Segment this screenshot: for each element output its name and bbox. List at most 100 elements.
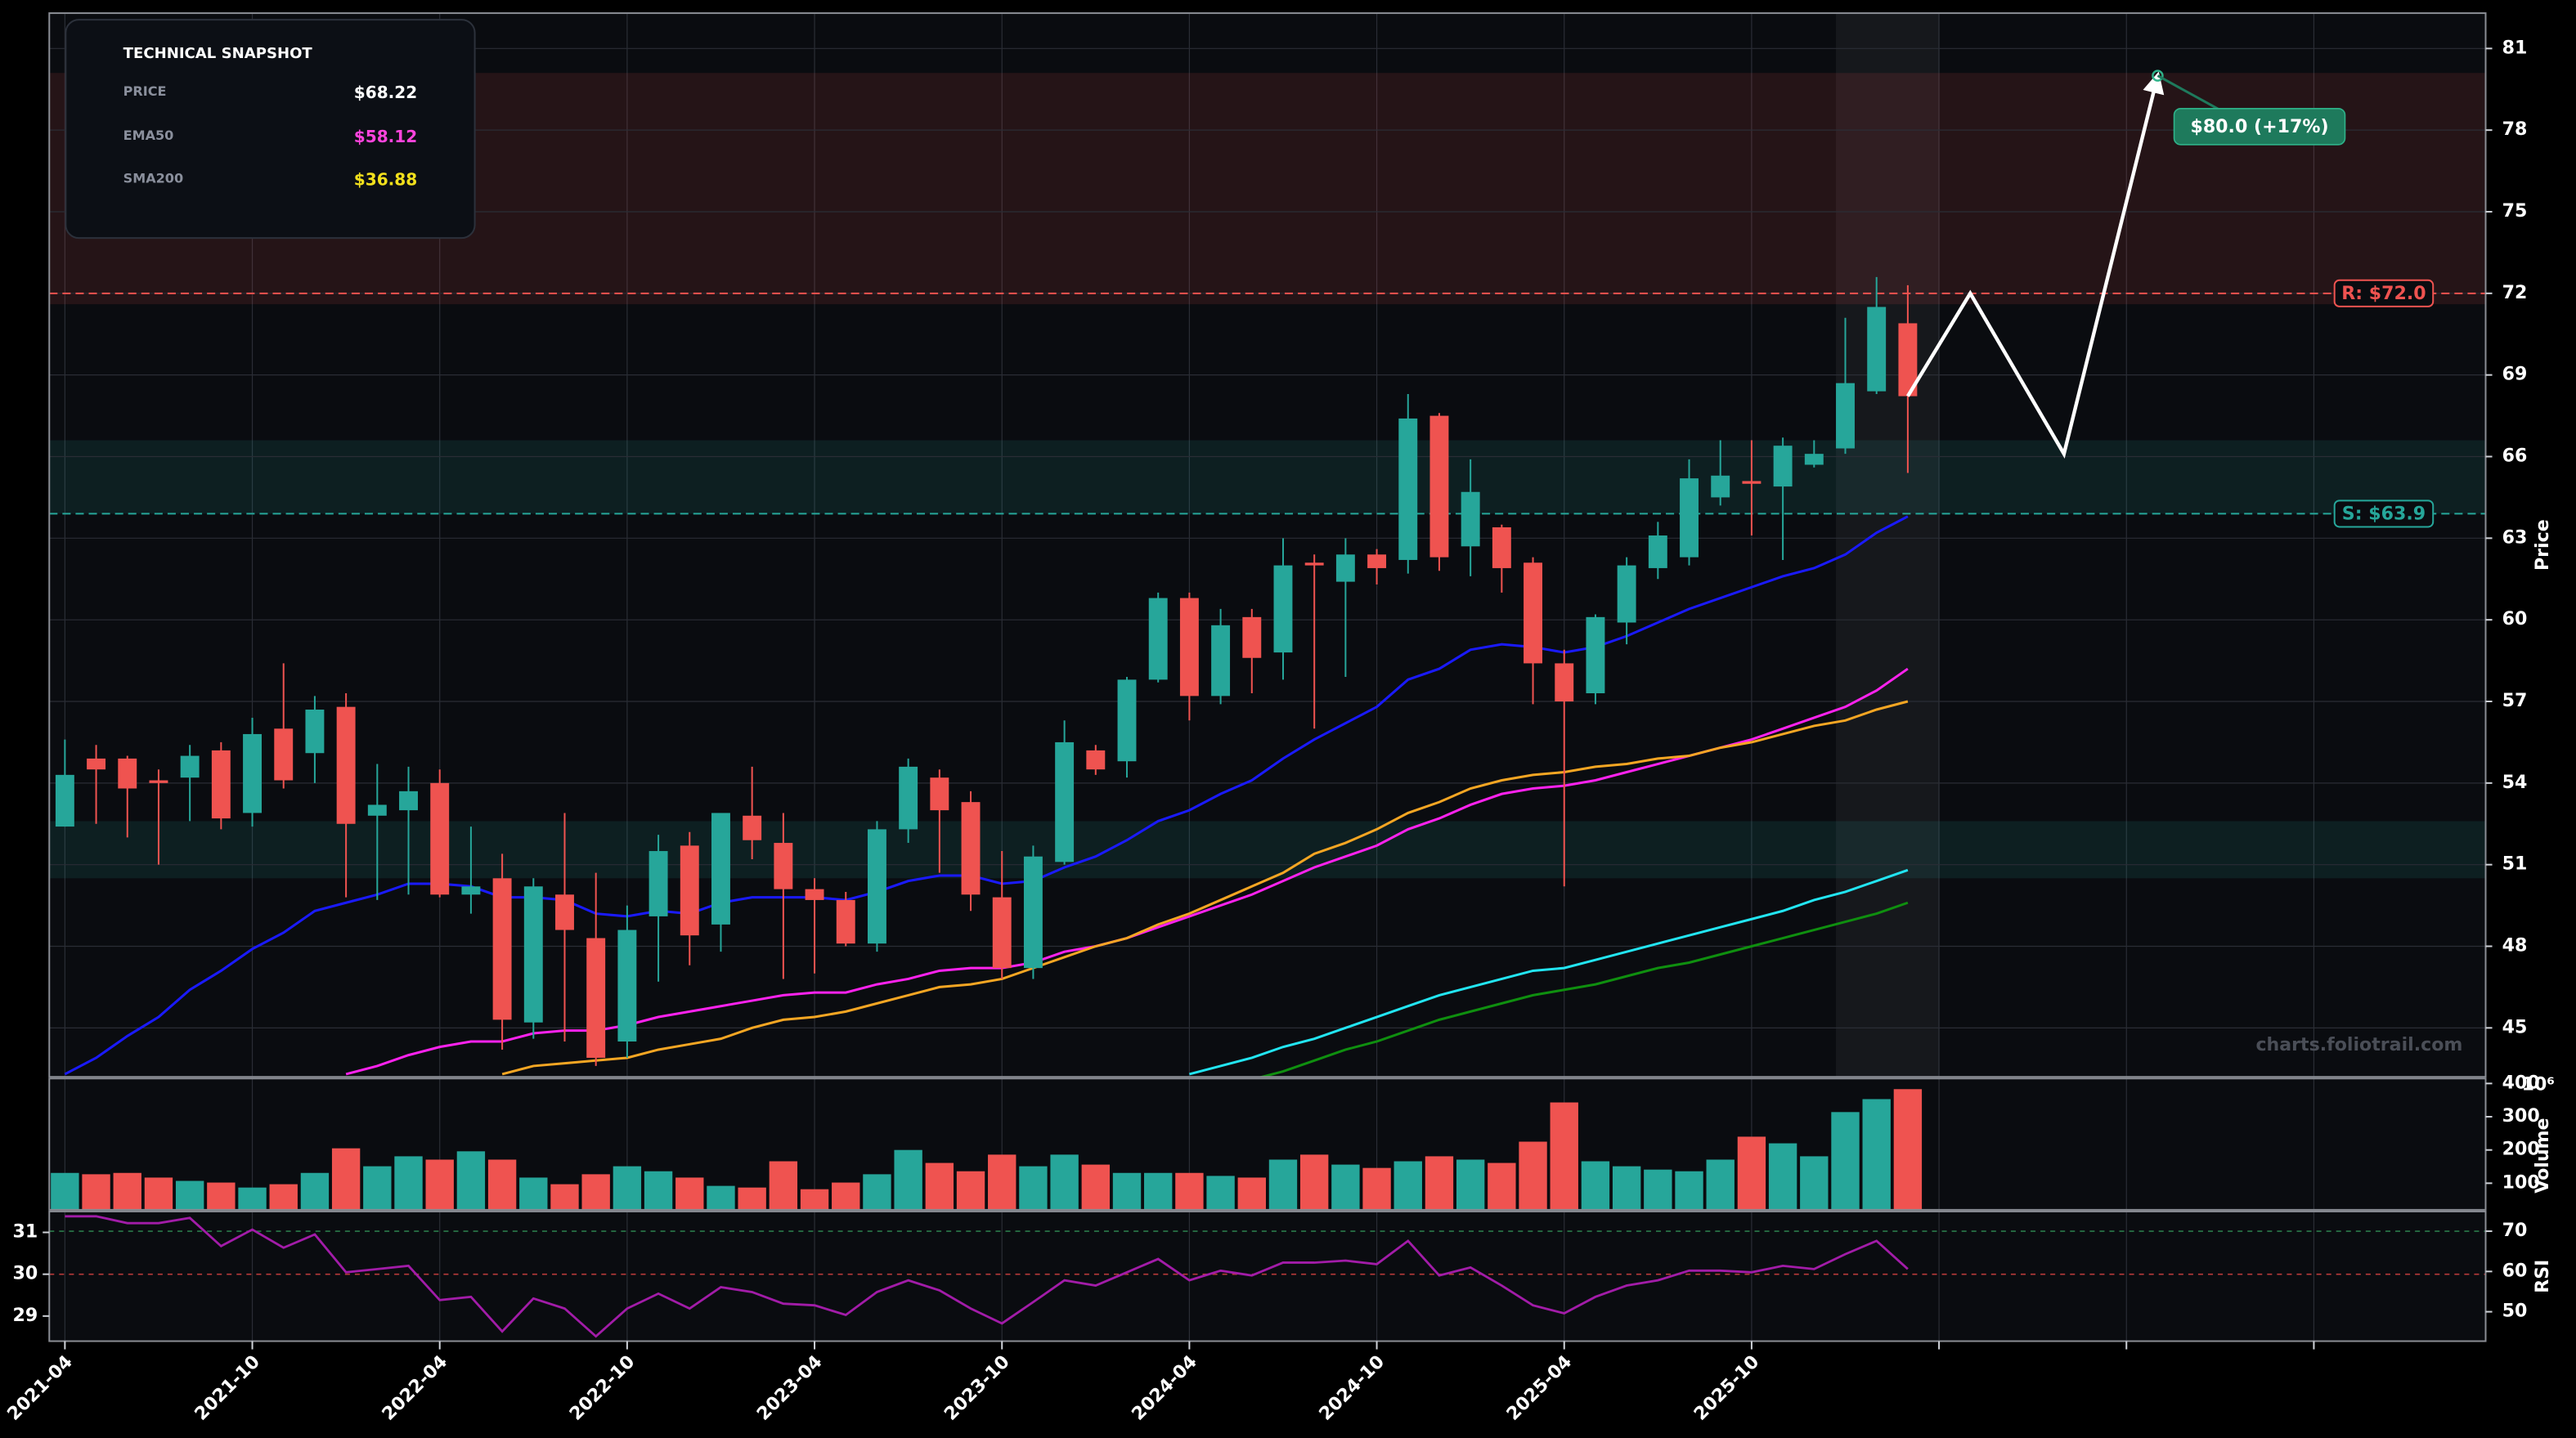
indicator-line [1257,901,1909,1077]
volume-bar [1644,1169,1672,1210]
candle-body [1492,527,1511,568]
volume-bar [675,1177,704,1210]
volume-bar [1425,1156,1454,1210]
target-point [2152,69,2164,82]
candle-body [617,930,637,1042]
candle-body [430,782,450,895]
volume-bar [1519,1141,1547,1210]
volume-bar [1175,1172,1204,1210]
candle-body [743,815,762,840]
y2-tick-label: 50 [2502,1301,2528,1322]
candle-body [523,886,543,1023]
panel-plot [49,13,2486,1077]
target-label-box [2173,107,2346,146]
volume-bar [550,1184,579,1210]
candle-body [1335,554,1355,582]
candle-body [1211,625,1231,697]
candle-body [1117,679,1137,762]
volume-bar [269,1184,298,1210]
level-label-box [2333,279,2435,307]
volume-bar [1362,1167,1391,1210]
candle-body [149,780,168,783]
axis-title: Price [2532,519,2553,571]
candle-body [1367,554,1387,568]
candle-body [1429,415,1449,558]
volume-bar [1550,1102,1578,1210]
volume-bar [51,1172,79,1210]
candle-body [555,894,574,930]
volume-bar [238,1187,267,1210]
volume-bar [863,1174,891,1210]
snapshot-panel: TECHNICAL SNAPSHOT PRICE $68.22 EMA50 $5… [65,19,476,240]
volume-bar [487,1159,517,1210]
volume-bar [1144,1172,1173,1210]
volume-bar [425,1159,454,1210]
candle-body [805,889,824,900]
candle-body [867,829,886,944]
candle-body [492,878,512,1020]
target-connector [2156,74,2224,114]
panel-background [49,1078,2486,1210]
volume-bar [1612,1166,1641,1210]
volume-bar [1050,1154,1079,1210]
projection-line [1905,71,2165,459]
volume-bar [1112,1172,1142,1210]
candle-body [1555,663,1574,702]
candle-body [836,899,855,944]
volume-bar [82,1174,110,1210]
volume-bar [1893,1089,1923,1210]
y-tick-label: 72 [2502,282,2528,303]
y-tick-label: 100 [2502,1171,2540,1193]
axis-title: RSI [2532,1260,2553,1293]
snapshot-label: EMA50 [123,128,174,143]
axis-title: Volume [2532,1118,2553,1193]
y2-tick-label: 70 [2502,1220,2528,1241]
volume-bar [988,1154,1016,1210]
volume-bar [113,1172,141,1210]
candle-body [1461,491,1480,547]
volume-bar [613,1166,642,1210]
volume-bar [1331,1164,1360,1210]
candle-body [118,758,137,789]
candle-body [461,886,481,895]
indicator-line [501,700,1909,1076]
volume-bar [894,1149,922,1210]
candle-body [899,766,918,830]
y-tick-label: 60 [2502,608,2528,629]
candle-body [774,843,793,889]
volume-bar [363,1166,392,1210]
y-tick-label: 48 [2502,935,2528,956]
volume-bar [832,1182,860,1210]
snapshot-title: TECHNICAL SNAPSHOT [123,45,313,62]
candle-body [1773,446,1793,487]
volume-bar [1581,1161,1610,1210]
candle-body [1055,741,1075,862]
volume-bar [300,1172,330,1210]
snapshot-value: $68.22 [354,83,418,102]
volume-bar [1862,1099,1891,1210]
volume-bar [394,1156,423,1210]
volume-bar [1737,1136,1766,1210]
volume-bar [1800,1156,1829,1210]
candle-body [1273,565,1293,653]
candle-body [1711,475,1730,498]
volume-bar [456,1151,486,1210]
snapshot-label: SMA200 [123,170,183,186]
y-tick-label: 400 [2502,1072,2540,1093]
volume-bar [1393,1161,1422,1210]
rsi-line [65,1215,1909,1338]
candle-body [680,845,699,936]
volume-bar [1268,1159,1298,1210]
indicator-line [1189,868,1909,1076]
panel-plot [49,1211,2486,1342]
candle-body [274,728,294,781]
candle-body [1086,750,1106,770]
y-tick-label: 29 [12,1305,38,1326]
candle-body [211,750,231,819]
volume-bar [519,1177,548,1210]
level-label: R: $72.0 [2341,283,2426,304]
volume-bar [1299,1154,1329,1210]
y-tick-label: 63 [2502,526,2528,548]
